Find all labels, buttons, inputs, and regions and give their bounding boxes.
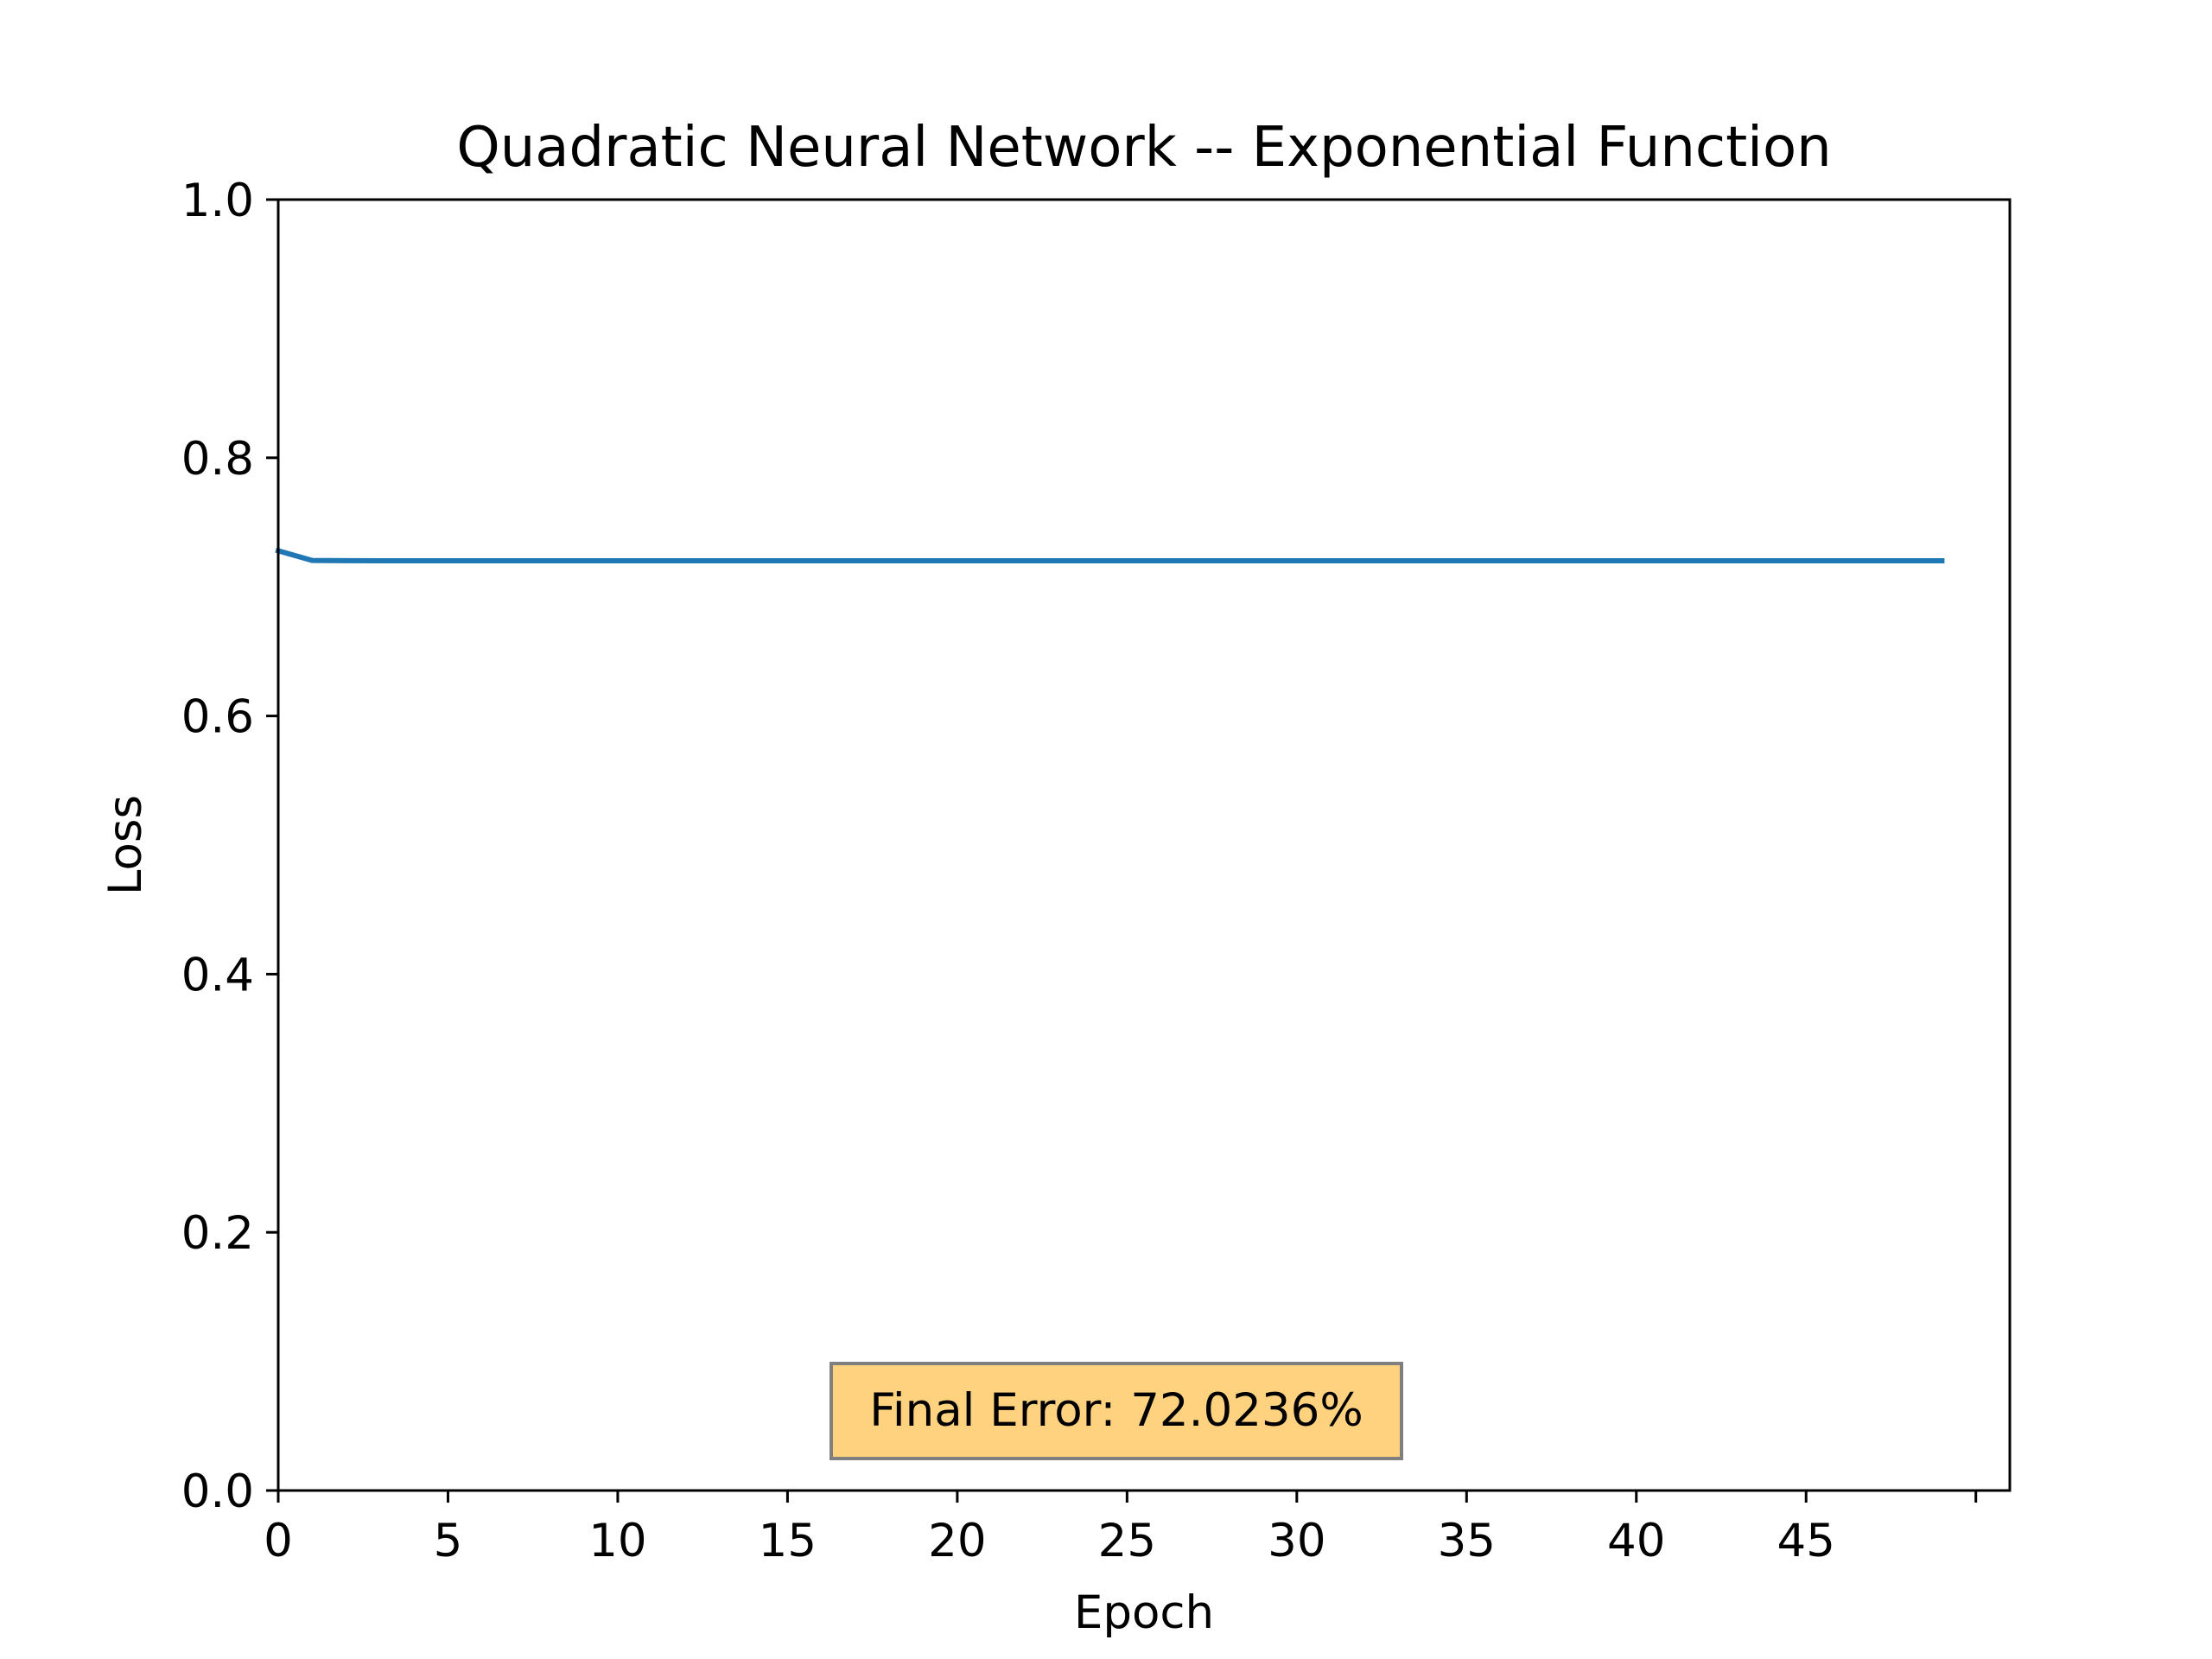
x-axis-label: Epoch: [1074, 1586, 1214, 1639]
chart-title: Quadratic Neural Network -- Exponential …: [456, 116, 1831, 180]
y-axis: 0.0 0.2 0.4 0.6 0.8 1.0: [181, 175, 278, 1518]
y-tick-label: 1.0: [181, 175, 254, 227]
annotation-text: Final Error: 72.0236%: [869, 1384, 1363, 1437]
y-tick-label: 0.4: [181, 949, 254, 1001]
x-tick-label: 45: [1777, 1515, 1835, 1567]
x-tick-label: 40: [1607, 1515, 1665, 1567]
plot-frame: [276, 198, 2012, 1492]
plot-area: [275, 547, 1945, 563]
final-error-annotation: Final Error: 72.0236%: [830, 1362, 1403, 1460]
y-tick-label: 0.0: [181, 1465, 254, 1518]
y-tick-label: 0.6: [181, 691, 254, 744]
x-tick-label: 0: [264, 1515, 293, 1567]
x-tick-label: 5: [434, 1515, 463, 1567]
series-line-0: [275, 547, 1945, 563]
y-tick-label: 0.8: [181, 433, 254, 486]
y-axis-label: Loss: [99, 795, 152, 895]
x-tick-label: 20: [928, 1515, 986, 1567]
x-tick-label: 25: [1098, 1515, 1156, 1567]
x-axis: 0 5 10 15 20 25 30 35 40 45: [264, 1491, 1978, 1567]
y-tick-label: 0.2: [181, 1207, 254, 1260]
x-tick-label: 10: [588, 1515, 646, 1567]
x-tick-label: 15: [759, 1515, 817, 1567]
annotation-box: [830, 1362, 1403, 1460]
x-tick-label: 30: [1268, 1515, 1325, 1567]
x-tick-label: 35: [1438, 1515, 1496, 1567]
